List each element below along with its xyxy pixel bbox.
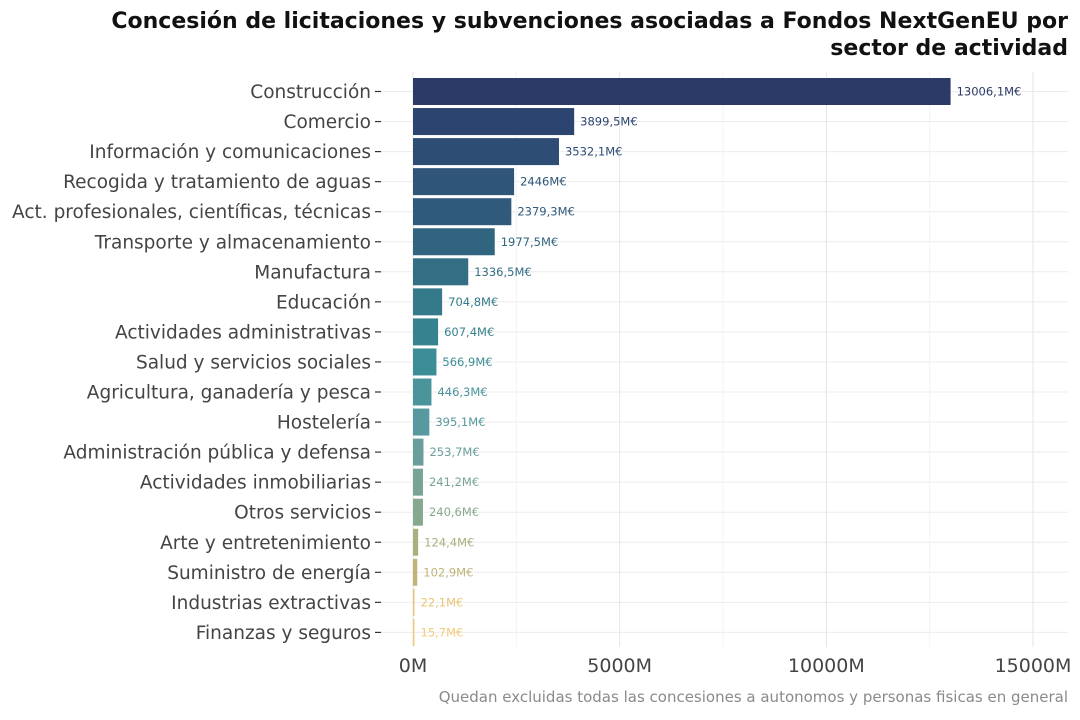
chart-caption: Quedan excluidas todas las concesiones a… xyxy=(438,688,1068,706)
value-label: 13006,1M€ xyxy=(957,85,1022,99)
value-label: 22,1M€ xyxy=(421,595,464,609)
bar xyxy=(413,588,415,616)
bar xyxy=(413,168,515,196)
x-tick-label: 5000M xyxy=(587,655,652,677)
y-tick-label: Administración pública y defensa xyxy=(63,443,371,464)
bar xyxy=(413,348,437,376)
bar xyxy=(413,228,495,256)
bar xyxy=(413,108,575,136)
chart-title-line-2: sector de actividad xyxy=(830,36,1068,61)
bar xyxy=(413,78,951,105)
chart-title-line-1: Concesión de licitaciones y subvenciones… xyxy=(111,9,1068,34)
y-tick-label: Comercio xyxy=(284,112,371,133)
value-label: 446,3M€ xyxy=(437,385,487,399)
value-label: 2379,3M€ xyxy=(517,205,574,219)
y-tick-label: Act. profesionales, científicas, técnica… xyxy=(12,202,371,223)
y-tick-label: Arte y entretenimiento xyxy=(160,533,371,554)
y-tick-label: Educación xyxy=(276,292,371,313)
value-label: 2446M€ xyxy=(520,175,567,189)
value-label: 240,6M€ xyxy=(429,505,479,519)
y-tick-label: Finanzas y seguros xyxy=(196,623,371,644)
value-label: 102,9M€ xyxy=(423,565,473,579)
x-tick-label: 15000M xyxy=(995,655,1072,677)
value-label: 1977,5M€ xyxy=(501,235,558,249)
bar xyxy=(413,318,439,346)
bar xyxy=(413,138,559,166)
value-label: 395,1M€ xyxy=(435,415,485,429)
x-tick-label: 0M xyxy=(399,655,427,677)
bar xyxy=(413,198,512,226)
bar xyxy=(413,258,469,286)
y-tick-label: Suministro de energía xyxy=(167,563,371,584)
bar xyxy=(413,378,432,406)
y-tick-label: Hostelería xyxy=(277,413,371,434)
y-tick-label: Actividades inmobiliarias xyxy=(140,473,371,494)
x-tick-label: 10000M xyxy=(788,655,865,677)
value-label: 241,2M€ xyxy=(429,475,479,489)
y-tick-label: Agricultura, ganadería y pesca xyxy=(87,383,371,404)
y-tick-label: Salud y servicios sociales xyxy=(136,352,371,373)
bar xyxy=(413,408,430,436)
bars xyxy=(413,78,951,646)
bar xyxy=(413,528,419,556)
value-label: 124,4M€ xyxy=(424,535,474,549)
y-tick-label: Otros servicios xyxy=(234,503,371,524)
bar xyxy=(413,438,424,466)
y-axis-labels: Construcción Comercio Información y comuni… xyxy=(12,82,381,644)
y-tick-label: Manufactura xyxy=(254,262,371,283)
bar xyxy=(413,498,423,526)
value-label: 3899,5M€ xyxy=(580,115,637,129)
y-tick-label: Construcción xyxy=(250,82,371,103)
bar xyxy=(413,288,443,316)
value-label: 15,7M€ xyxy=(421,625,464,639)
bar xyxy=(413,468,423,496)
bar xyxy=(413,558,418,586)
value-label: 1336,5M€ xyxy=(474,265,531,279)
x-axis-labels: 0M 5000M 10000M 15000M xyxy=(399,655,1072,677)
value-label: 3532,1M€ xyxy=(565,145,622,159)
bar xyxy=(413,618,415,646)
chart-title: Concesión de licitaciones y subvenciones… xyxy=(68,8,1068,62)
y-tick-label: Recogida y tratamiento de aguas xyxy=(63,172,371,193)
value-label: 607,4M€ xyxy=(444,325,494,339)
y-tick-label: Información y comunicaciones xyxy=(89,142,371,163)
y-tick-label: Industrias extractivas xyxy=(171,593,371,614)
value-label: 253,7M€ xyxy=(429,445,479,459)
value-label: 566,9M€ xyxy=(442,355,492,369)
value-label: 704,8M€ xyxy=(448,295,498,309)
value-labels: 13006,1M€ 3899,5M€ 3532,1M€ 2446M€ 2379,3M€ 1… xyxy=(421,85,1022,640)
y-tick-label: Actividades administrativas xyxy=(115,322,371,343)
y-tick-label: Transporte y almacenamiento xyxy=(94,232,371,253)
